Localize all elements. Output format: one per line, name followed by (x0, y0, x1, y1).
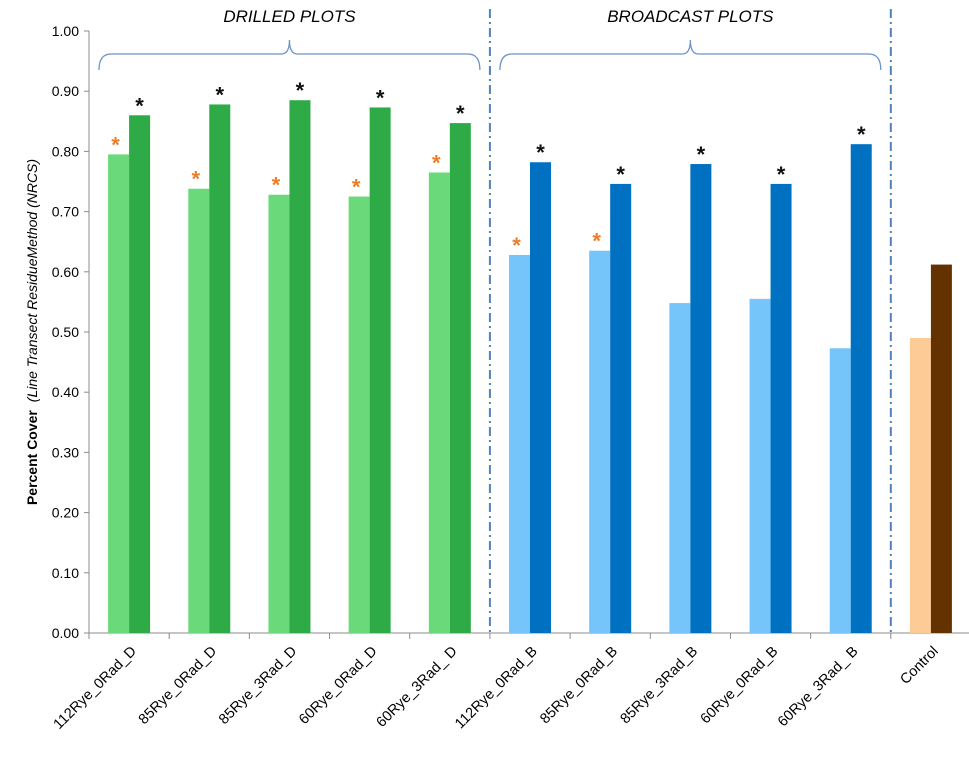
y-tick-label: 0.30 (52, 444, 79, 460)
bar-series-1 (589, 250, 611, 634)
y-axis-label-main: Percent Cover (24, 410, 40, 505)
group-label: DRILLED PLOTS (223, 7, 356, 26)
x-category-label: 60Rye_0Rad_B (698, 644, 782, 728)
x-category-label: Control (897, 644, 941, 688)
significance-star: * (215, 82, 224, 107)
x-category-label: 60Rye_0Rad_D (296, 644, 380, 728)
bars (108, 100, 952, 634)
group-separators (488, 9, 892, 633)
significance-star: * (352, 175, 361, 200)
significance-star: * (191, 167, 200, 192)
bar-series-1 (909, 338, 931, 633)
x-category-label: 112Rye_0Rad_B (452, 644, 541, 733)
bar-series-1 (108, 154, 130, 633)
group-bracket (499, 39, 882, 71)
significance-star: * (512, 233, 521, 258)
axes (84, 30, 969, 639)
y-tick-label: 1.00 (52, 23, 79, 39)
significance-star: * (456, 101, 465, 126)
y-tick-label: 0.00 (52, 625, 79, 641)
significance-star: * (376, 85, 385, 110)
bar-series-1 (348, 196, 370, 634)
x-category-label: 85Rye_0Rad_B (537, 644, 621, 728)
significance-star: * (616, 162, 625, 187)
x-category-label: 112Rye_0Rad_D (51, 644, 140, 733)
significance-star: * (135, 93, 144, 118)
bar-series-2 (289, 100, 311, 634)
y-tick-label: 0.50 (52, 324, 79, 340)
y-tick-label: 0.10 (52, 565, 79, 581)
significance-star: * (296, 78, 305, 103)
y-tick-label: 0.70 (52, 204, 79, 220)
y-tick-label: 0.80 (52, 143, 79, 159)
bar-series-2 (449, 123, 471, 633)
y-tick-label: 0.90 (52, 83, 79, 99)
bar-series-1 (188, 188, 210, 633)
significance-markers: * * * * * * * * * * * * * * * * * (111, 78, 866, 258)
bar-series-1 (749, 298, 771, 633)
x-category-label: 60Rye_3Rad_ D (374, 644, 461, 731)
bar-series-1 (669, 303, 691, 633)
x-category-label: 85Rye_0Rad_D (136, 644, 220, 728)
bar-series-1 (268, 194, 290, 633)
x-category-label: 60Rye_3Rad_ B (775, 644, 862, 731)
significance-star: * (432, 150, 441, 175)
bar-series-1 (829, 348, 851, 633)
significance-star: * (536, 140, 545, 165)
bar-series-1 (509, 254, 530, 633)
group-bracket (98, 39, 481, 71)
significance-star: * (111, 132, 120, 157)
y-axis-label-detail: (Line Transect ResidueMethod (NRCS) (24, 159, 40, 402)
bar-series-2 (930, 264, 952, 633)
bar-series-2 (209, 104, 231, 634)
significance-star: * (857, 122, 866, 147)
significance-star: * (592, 229, 601, 254)
x-category-label: 85Rye_3Rad_D (216, 644, 300, 728)
significance-star: * (697, 142, 706, 167)
bar-series-2 (530, 162, 551, 633)
y-tick-label: 0.20 (52, 505, 79, 521)
bar-series-2 (129, 115, 151, 633)
bar-series-2 (610, 183, 632, 633)
y-tick-labels: 0.00 0.10 0.20 0.30 0.40 0.50 0.60 0.70 0.80 0.90… (52, 23, 79, 641)
bar-series-2 (690, 164, 712, 634)
significance-star: * (777, 162, 786, 187)
group-brackets: DRILLED PLOTS BROADCAST PLOTS (98, 7, 882, 71)
y-tick-label: 0.60 (52, 264, 79, 280)
group-label: BROADCAST PLOTS (607, 7, 774, 26)
y-axis-label: Percent Cover (Line Transect ResidueMeth… (24, 159, 40, 505)
bar-series-2 (369, 107, 391, 634)
y-tick-label: 0.40 (52, 384, 79, 400)
bar-series-2 (770, 183, 792, 633)
x-category-label: 85Rye_3Rad_B (617, 644, 701, 728)
bar-series-1 (428, 172, 450, 633)
x-category-labels: 112Rye_0Rad_D85Rye_0Rad_D85Rye_3Rad_D60R… (51, 644, 942, 733)
bar-series-2 (850, 144, 872, 633)
significance-star: * (272, 173, 281, 198)
